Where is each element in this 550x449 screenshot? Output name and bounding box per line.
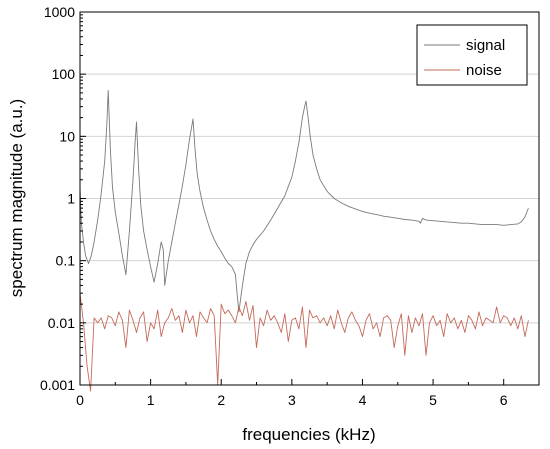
legend: signal noise	[416, 24, 528, 86]
legend-box	[416, 24, 528, 86]
series-line-noise	[79, 293, 529, 392]
x-axis-ticks: 0 1 2 3 4 5 6	[76, 379, 508, 408]
y-tick-label: 10	[59, 128, 75, 144]
x-axis-title: frequencies (kHz)	[242, 425, 375, 444]
x-tick-label: 2	[217, 392, 225, 408]
y-tick-label: 0.01	[48, 315, 75, 331]
y-tick-label: 0.001	[40, 377, 75, 393]
y-tick-label: 1000	[44, 4, 75, 20]
y-axis-title: spectrum magnitude (a.u.)	[7, 99, 26, 297]
x-tick-label: 0	[76, 392, 84, 408]
y-tick-label: 100	[52, 66, 76, 82]
y-tick-label: 0.1	[56, 253, 76, 269]
y-axis-ticks: 0.001 0.01 0.1 1 10 100 1000	[40, 4, 86, 393]
x-tick-label: 1	[147, 392, 155, 408]
legend-label-signal: signal	[466, 37, 505, 54]
x-tick-label: 5	[429, 392, 437, 408]
x-tick-label: 4	[359, 392, 367, 408]
series-lines	[79, 89, 529, 392]
x-tick-label: 6	[500, 392, 508, 408]
x-tick-label: 3	[288, 392, 296, 408]
y-tick-label: 1	[67, 191, 75, 207]
legend-label-noise: noise	[466, 62, 502, 79]
series-line-signal	[79, 89, 529, 313]
gridlines	[80, 73, 539, 324]
